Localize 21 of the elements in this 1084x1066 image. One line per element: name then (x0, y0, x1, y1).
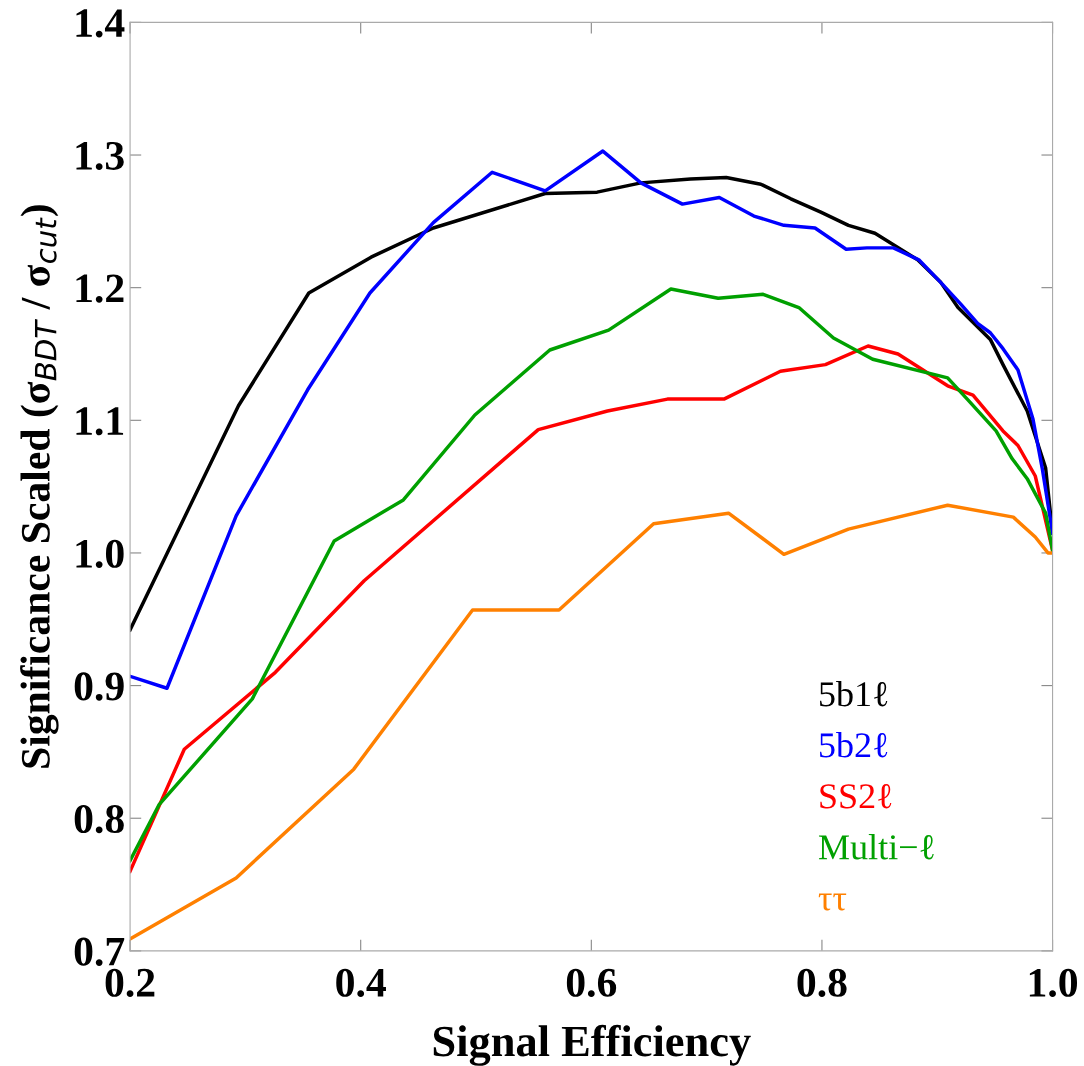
y-tick-label: 1.2 (76, 274, 124, 303)
y-tick-label: 1.0 (76, 539, 124, 568)
x-tick-label: 1.0 (1029, 968, 1078, 998)
x-tick-label: 0.2 (105, 968, 155, 998)
y-tick-label: 1.3 (76, 141, 124, 171)
y-tick-label: 0.9 (74, 672, 124, 701)
y-tick-label: 0.8 (74, 804, 124, 834)
line-series (130, 503, 1053, 941)
text: Multi−ℓ (818, 834, 934, 860)
x-axis-title: Signal Efficiency (433, 1024, 751, 1066)
text: 5b2ℓ (820, 732, 888, 758)
y-tick-label: 1.1 (76, 407, 124, 436)
y-tick-label: 0.7 (74, 937, 125, 966)
y-axis-title: Significance Scaled (σ$_{BDT}$ / σ$_{cut}$) (20, 205, 59, 768)
x-tick-label: 0.6 (566, 968, 617, 998)
text: SS2ℓ (820, 784, 892, 809)
y-tick-label: 1.4 (76, 9, 125, 38)
text: ττ (818, 893, 847, 911)
x-tick-label: 0.8 (797, 968, 847, 998)
text: 5b1ℓ (820, 681, 888, 707)
x-tick-label: 0.4 (336, 968, 386, 998)
